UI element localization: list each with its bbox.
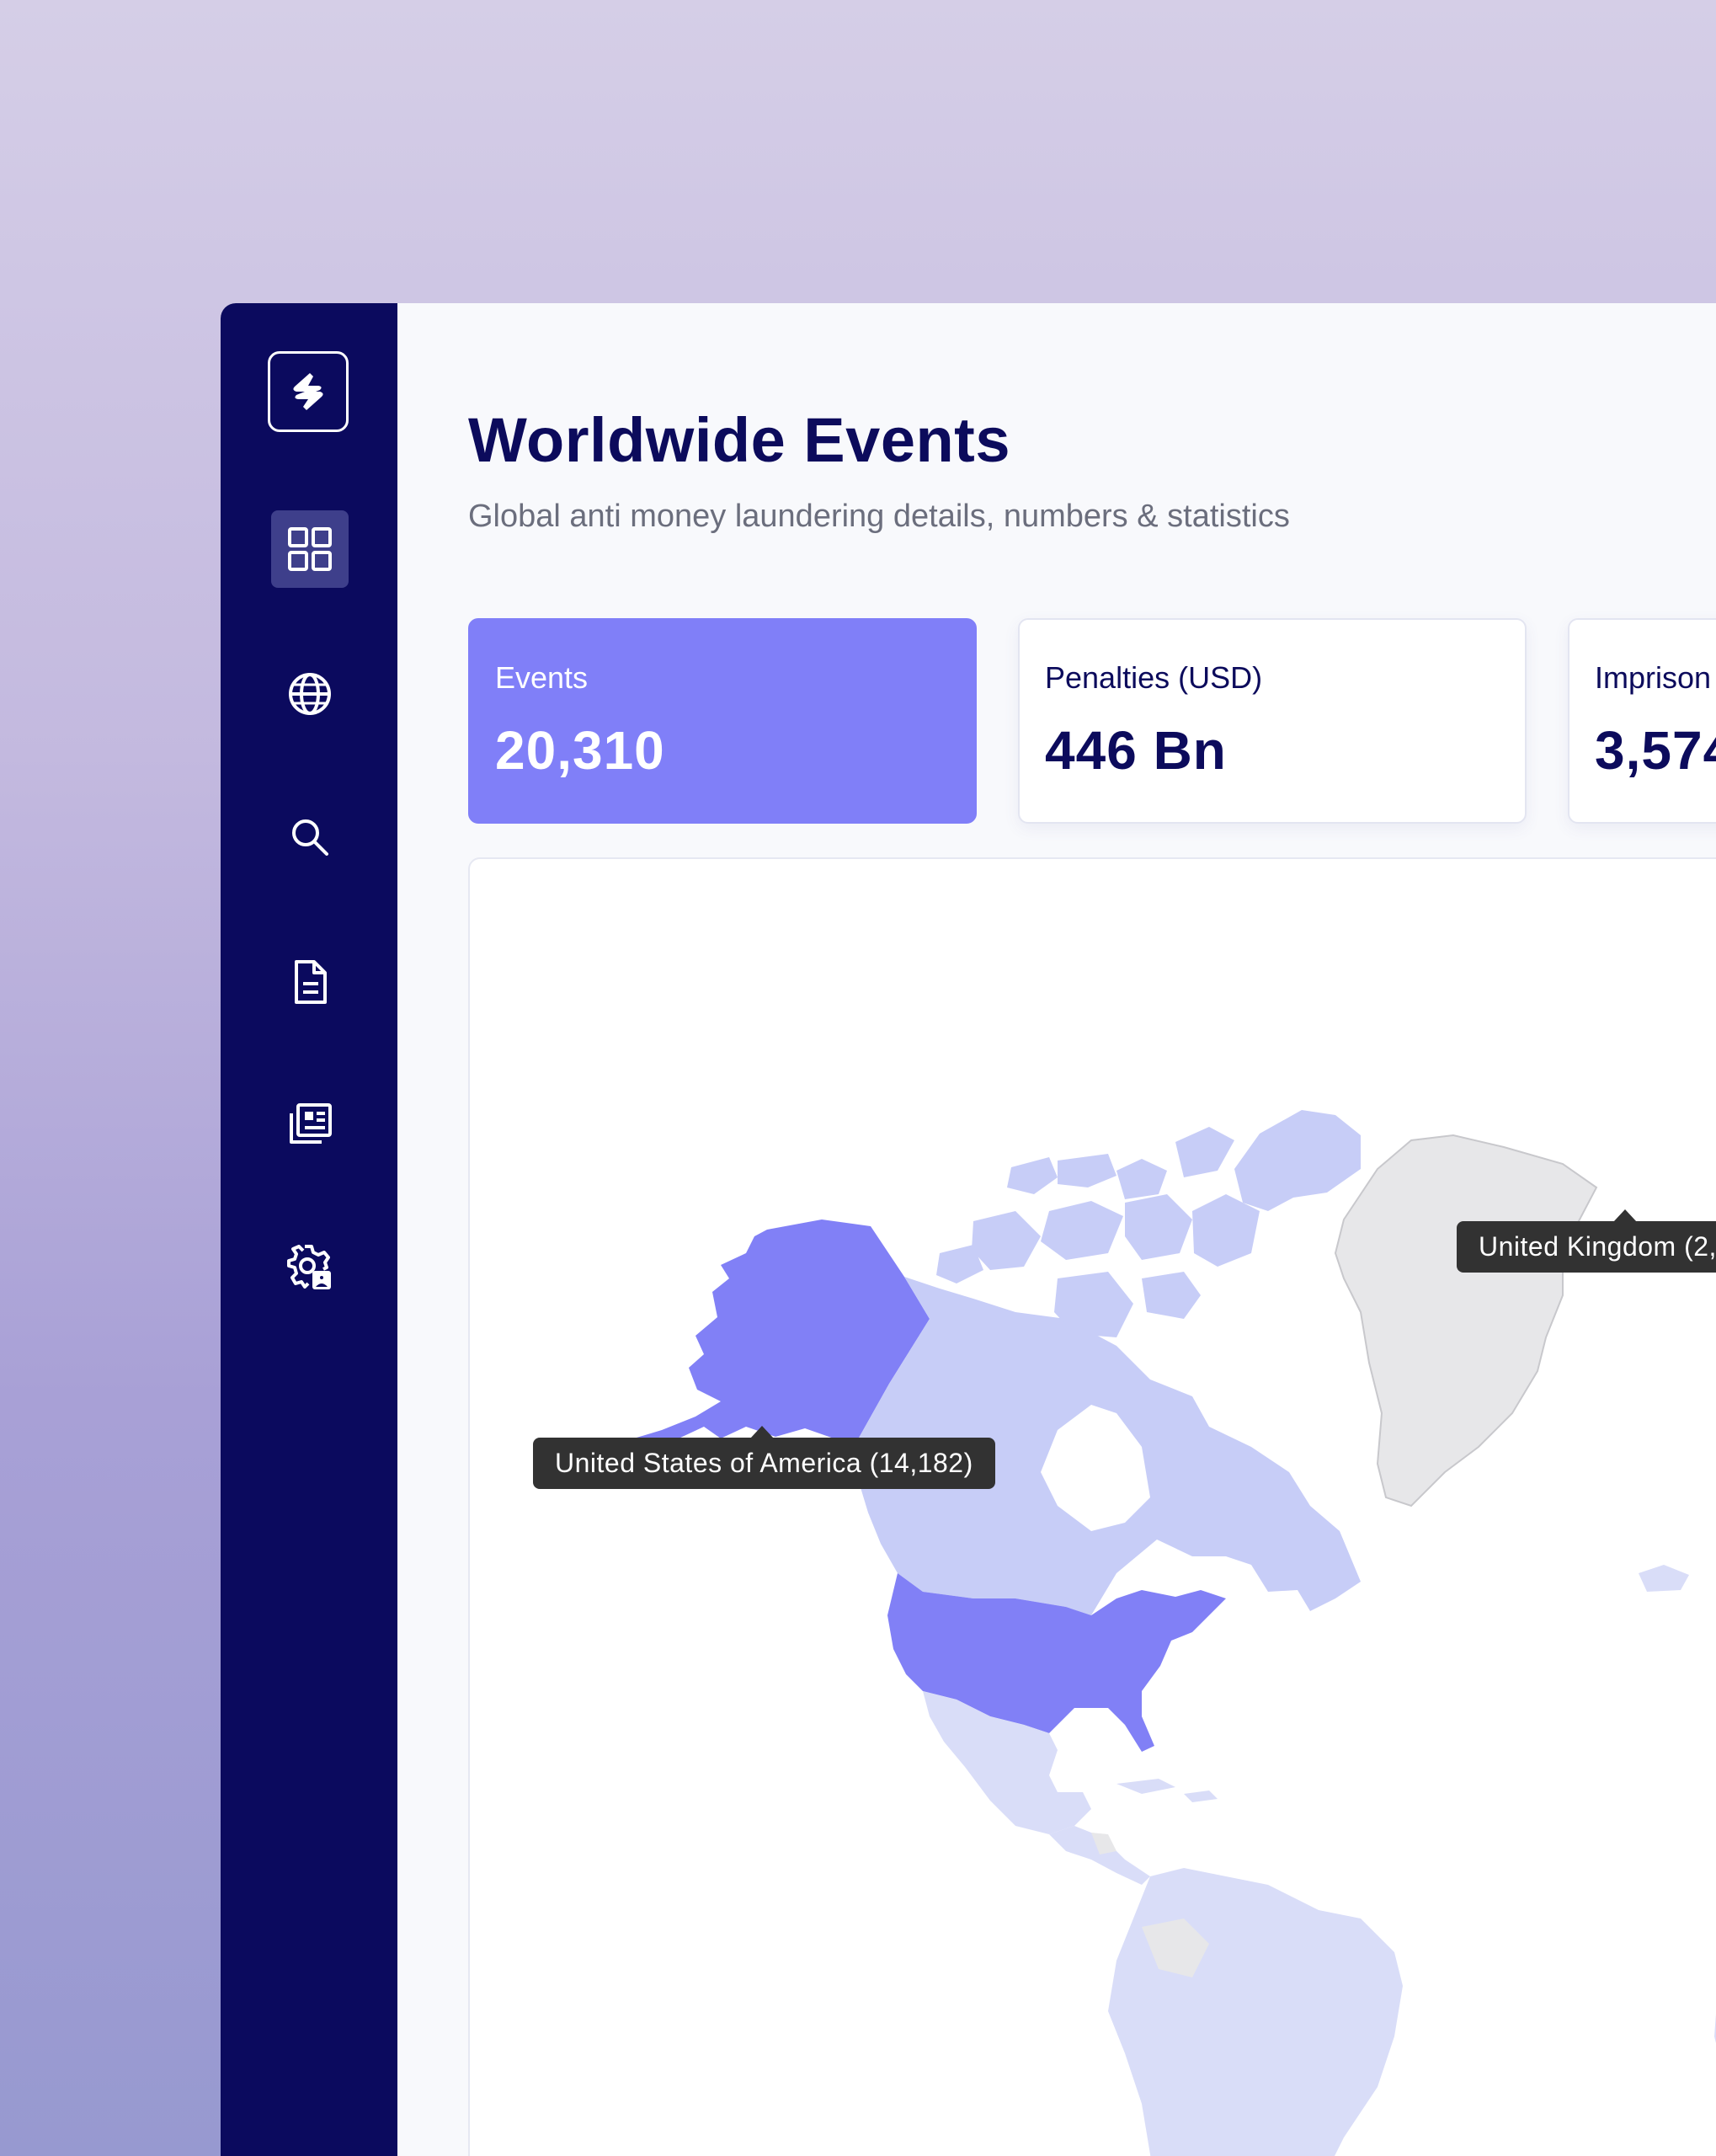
map-region-caribbean[interactable] <box>1116 1779 1218 1802</box>
nav-news[interactable] <box>271 1086 349 1164</box>
stat-value: 446 Bn <box>1045 720 1227 781</box>
map-region-no-data <box>1091 1833 1116 1854</box>
app-logo[interactable] <box>268 351 349 432</box>
stat-label: Penalties (USD) <box>1045 660 1263 695</box>
map-region-usa[interactable] <box>887 1573 1226 1752</box>
nav-search[interactable] <box>271 798 349 876</box>
map-region-mexico[interactable] <box>923 1691 1091 1834</box>
main-content: Worldwide Events Global anti money laund… <box>397 303 1716 2156</box>
dashboard-grid-icon <box>288 527 332 571</box>
tooltip-uk: United Kingdom (2, <box>1457 1209 1716 1273</box>
stat-label: Imprison <box>1595 660 1712 695</box>
stat-card-penalties[interactable]: Penalties (USD) 446 Bn <box>1018 618 1527 824</box>
sidebar <box>221 303 397 2156</box>
app-logo-icon <box>293 373 323 410</box>
map-region-iceland[interactable] <box>1639 1565 1689 1592</box>
app-window: Worldwide Events Global anti money laund… <box>221 303 1716 2156</box>
stat-value: 3,574 <box>1595 720 1716 781</box>
document-icon <box>295 960 327 1004</box>
nav-globe[interactable] <box>271 655 349 733</box>
news-icon <box>290 1103 332 1144</box>
map-region-south-america[interactable] <box>1108 1868 1403 2156</box>
stat-card-events[interactable]: Events 20,310 <box>468 618 977 824</box>
tooltip-usa: United States of America (14,182) <box>533 1426 995 1489</box>
map-region-alaska[interactable] <box>628 1219 930 1447</box>
map-region-greenland[interactable] <box>1334 1134 1598 1508</box>
map-hudson-bay <box>1041 1405 1150 1531</box>
page-subtitle: Global anti money laundering details, nu… <box>468 499 1290 534</box>
globe-icon <box>289 673 331 715</box>
nav-dashboard[interactable] <box>271 510 349 588</box>
search-icon <box>292 819 328 856</box>
nav-user-settings[interactable] <box>271 1230 349 1307</box>
tooltip-usa-text: United States of America (14,182) <box>555 1448 973 1478</box>
stat-card-imprisonment[interactable]: Imprison 3,574 <box>1568 618 1716 824</box>
tooltip-arrow <box>1613 1209 1637 1222</box>
stat-label: Events <box>495 660 589 695</box>
map-region-central-america[interactable] <box>1049 1826 1150 1885</box>
tooltip-uk-text: United Kingdom (2, <box>1479 1231 1716 1262</box>
map-region-no-data <box>1142 1919 1209 1977</box>
user-settings-icon <box>287 1245 331 1289</box>
nav-documents[interactable] <box>271 943 349 1021</box>
tooltip-arrow <box>750 1426 774 1438</box>
page-title: Worldwide Events <box>468 405 1010 475</box>
stat-value: 20,310 <box>495 720 665 781</box>
map-region-arctic-islands[interactable] <box>936 1110 1361 1337</box>
world-map <box>628 1110 1716 2156</box>
world-map-card: United States of America (14,182) United… <box>468 857 1716 2156</box>
